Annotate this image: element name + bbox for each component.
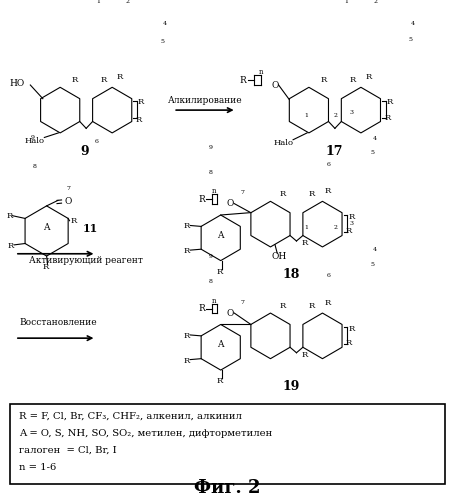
Text: Активирующий реагент: Активирующий реагент — [29, 256, 142, 265]
Text: 2: 2 — [334, 225, 337, 230]
Text: HO: HO — [9, 79, 25, 88]
Text: Восстановление: Восстановление — [20, 318, 97, 327]
Text: R: R — [325, 299, 331, 307]
Text: A: A — [43, 223, 50, 232]
Text: R: R — [6, 212, 12, 220]
Text: 4: 4 — [162, 21, 167, 26]
Text: R: R — [320, 76, 326, 84]
Text: 7: 7 — [66, 186, 71, 191]
Text: 5: 5 — [160, 38, 164, 43]
Text: A: A — [217, 340, 224, 349]
Text: R: R — [309, 302, 315, 310]
Text: R: R — [116, 73, 123, 81]
Text: R: R — [198, 195, 205, 204]
Text: R: R — [348, 213, 354, 221]
Text: 7: 7 — [241, 191, 245, 196]
Text: R: R — [184, 357, 190, 365]
Text: 9: 9 — [208, 145, 212, 150]
Text: R: R — [198, 304, 205, 313]
Text: 9: 9 — [81, 145, 89, 158]
Text: R: R — [346, 339, 352, 347]
Text: 6: 6 — [326, 273, 330, 278]
Text: 1: 1 — [96, 0, 100, 4]
Text: R: R — [8, 242, 14, 250]
Text: 4: 4 — [411, 21, 415, 26]
Text: 1: 1 — [304, 225, 308, 230]
Text: O: O — [227, 199, 234, 208]
Text: 9: 9 — [30, 135, 35, 140]
Text: 3: 3 — [349, 110, 353, 115]
Text: R: R — [71, 76, 78, 84]
Text: R: R — [138, 98, 144, 106]
Text: Halo: Halo — [25, 137, 44, 145]
Text: 9: 9 — [208, 254, 212, 259]
Text: n: n — [212, 297, 217, 305]
Text: 5: 5 — [370, 261, 374, 266]
Text: R: R — [71, 217, 76, 225]
Text: R: R — [348, 325, 354, 333]
Text: R: R — [184, 248, 190, 255]
Text: Halo: Halo — [273, 139, 293, 147]
Text: R: R — [365, 73, 372, 81]
Text: n: n — [258, 68, 263, 76]
Text: 5: 5 — [409, 37, 413, 42]
Text: R: R — [42, 263, 48, 271]
Text: OH: OH — [272, 252, 287, 261]
Text: Алкилирование: Алкилирование — [167, 96, 242, 105]
Text: R: R — [216, 377, 222, 386]
Text: 6: 6 — [326, 162, 330, 167]
Text: 7: 7 — [241, 300, 245, 305]
Text: R: R — [309, 191, 315, 199]
Text: 4: 4 — [373, 248, 377, 252]
Text: R = F, Cl, Br, CF₃, CHF₂, алкенил, алкинил: R = F, Cl, Br, CF₃, CHF₂, алкенил, алкин… — [20, 411, 243, 420]
Text: 2: 2 — [334, 113, 337, 118]
Text: A = O, S, NH, SO, SO₂, метилен, дифторметилен: A = O, S, NH, SO, SO₂, метилен, дифторме… — [20, 429, 273, 438]
Text: 19: 19 — [282, 380, 299, 393]
Text: R: R — [216, 268, 222, 276]
Text: R: R — [384, 114, 391, 122]
Text: 11: 11 — [83, 223, 98, 234]
Text: R: R — [184, 332, 190, 340]
Text: A: A — [217, 231, 224, 240]
Text: галоген  = Cl, Br, I: галоген = Cl, Br, I — [20, 446, 117, 455]
Text: R: R — [240, 75, 247, 84]
Text: 18: 18 — [282, 268, 299, 281]
Text: 3: 3 — [349, 222, 353, 227]
Text: R: R — [184, 223, 190, 231]
Text: R: R — [346, 228, 352, 236]
Text: 6: 6 — [95, 139, 99, 144]
Text: R: R — [302, 351, 308, 359]
Text: R: R — [325, 187, 331, 195]
Text: 2: 2 — [125, 0, 129, 4]
Text: 1: 1 — [304, 113, 308, 118]
Text: O: O — [227, 308, 234, 317]
Text: 8: 8 — [208, 279, 212, 284]
Text: R: R — [387, 98, 393, 106]
Text: 8: 8 — [208, 170, 212, 175]
Text: n: n — [212, 187, 217, 195]
Text: 4: 4 — [373, 136, 377, 141]
Text: O: O — [271, 80, 278, 89]
Text: R: R — [136, 116, 142, 124]
Text: R: R — [302, 240, 308, 248]
Text: 1: 1 — [344, 0, 349, 4]
Text: R: R — [349, 76, 356, 84]
FancyBboxPatch shape — [10, 404, 445, 484]
Text: 5: 5 — [370, 150, 374, 155]
Text: R: R — [279, 191, 286, 199]
Text: R: R — [101, 76, 107, 84]
Text: n = 1-6: n = 1-6 — [20, 463, 57, 472]
Text: 8: 8 — [32, 164, 36, 169]
Text: 17: 17 — [325, 145, 343, 158]
Text: 2: 2 — [374, 0, 378, 4]
Text: Фиг. 2: Фиг. 2 — [194, 479, 261, 497]
Text: O: O — [64, 197, 71, 206]
Text: R: R — [279, 302, 286, 310]
